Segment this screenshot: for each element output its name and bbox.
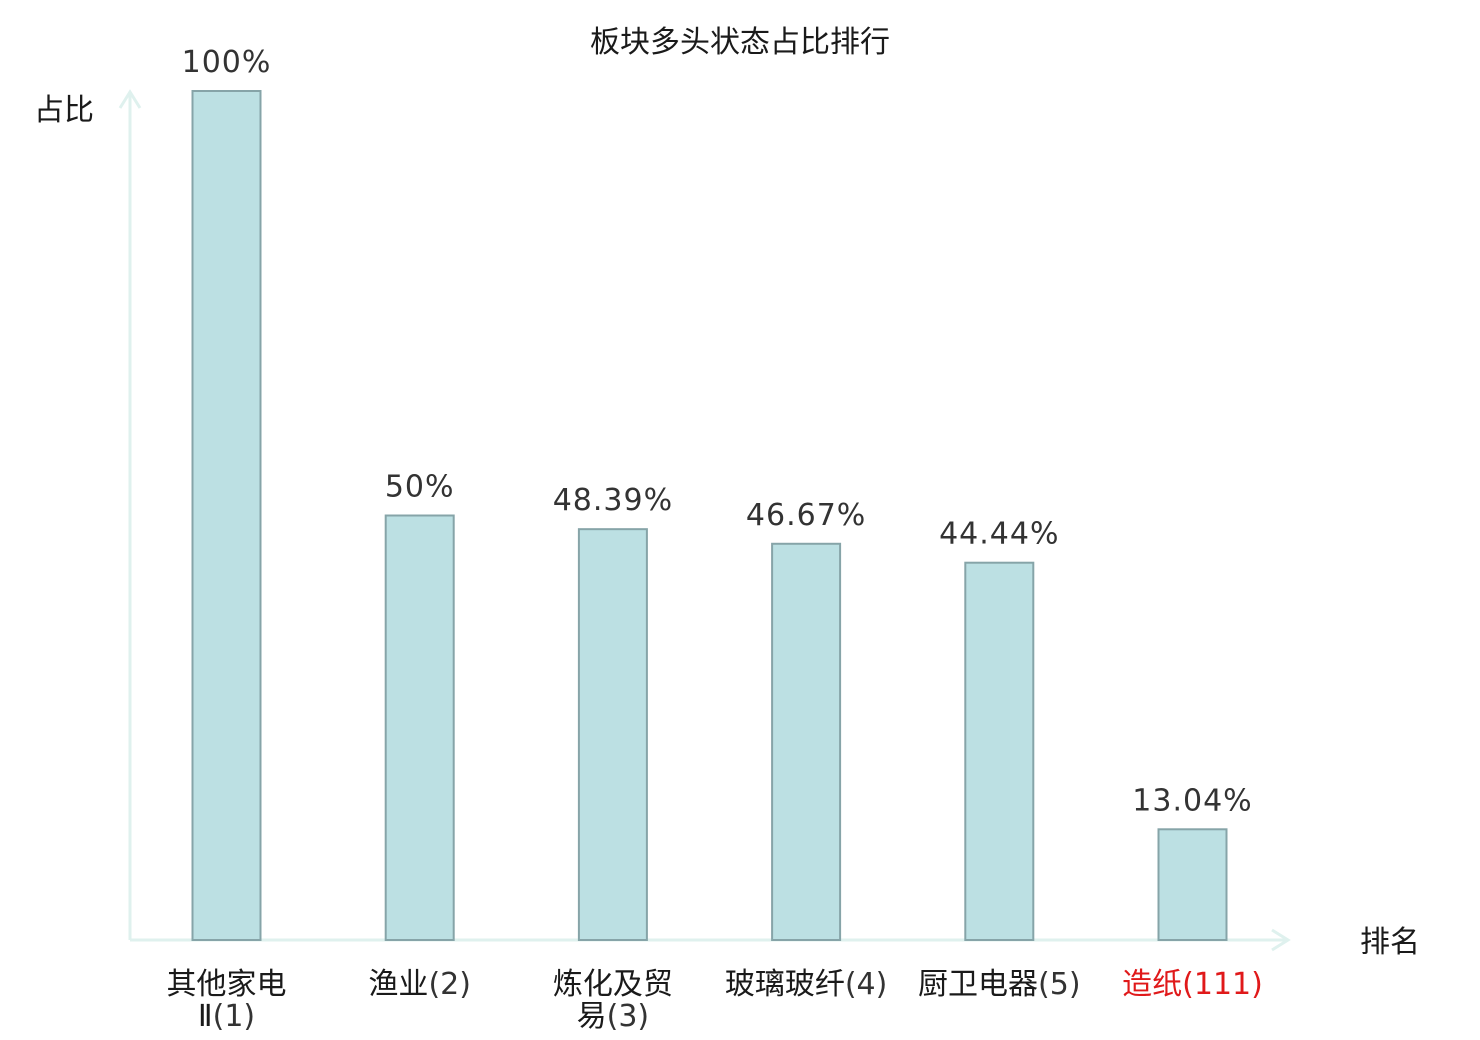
x-axis-arrow <box>1271 928 1291 952</box>
bar-value-label: 50% <box>385 470 455 505</box>
category-labels: 其他家电 Ⅱ(1) 渔业(2) 炼化及贸易(3) 玻璃玻纤(4) 厨卫电器(5) 造纸(11… <box>167 967 1263 1034</box>
bar-value-label: 46.67% <box>746 498 866 533</box>
bar <box>964 561 1035 941</box>
category-label: 造纸(111) <box>1122 967 1263 1002</box>
category-label: 厨卫电器(5) <box>918 967 1081 1002</box>
category-label: 其他家电 Ⅱ(1) <box>167 967 287 1034</box>
bar <box>384 514 455 941</box>
bar <box>191 90 262 941</box>
chart-title: 板块多头状态占比排行 <box>590 25 890 60</box>
x-axis-label: 排名 <box>1360 925 1420 960</box>
value-labels: 100% 50% 48.39% 46.67% 44.44% 13.04% <box>182 45 1252 818</box>
category-label: 渔业(2) <box>368 967 471 1002</box>
category-label: 玻璃玻纤(4) <box>725 967 888 1002</box>
y-axis-label: 占比 <box>34 93 94 128</box>
bar-value-label: 48.39% <box>553 483 673 518</box>
bars <box>191 90 1228 942</box>
bar <box>577 528 648 941</box>
bar <box>1157 828 1228 942</box>
axes <box>118 89 1291 952</box>
bar-value-label: 100% <box>182 45 272 80</box>
y-axis-arrow <box>118 89 142 109</box>
category-label: 炼化及贸易(3) <box>553 967 673 1034</box>
bar-value-label: 13.04% <box>1132 783 1252 818</box>
bar-value-label: 44.44% <box>939 517 1059 552</box>
bar <box>771 542 842 942</box>
